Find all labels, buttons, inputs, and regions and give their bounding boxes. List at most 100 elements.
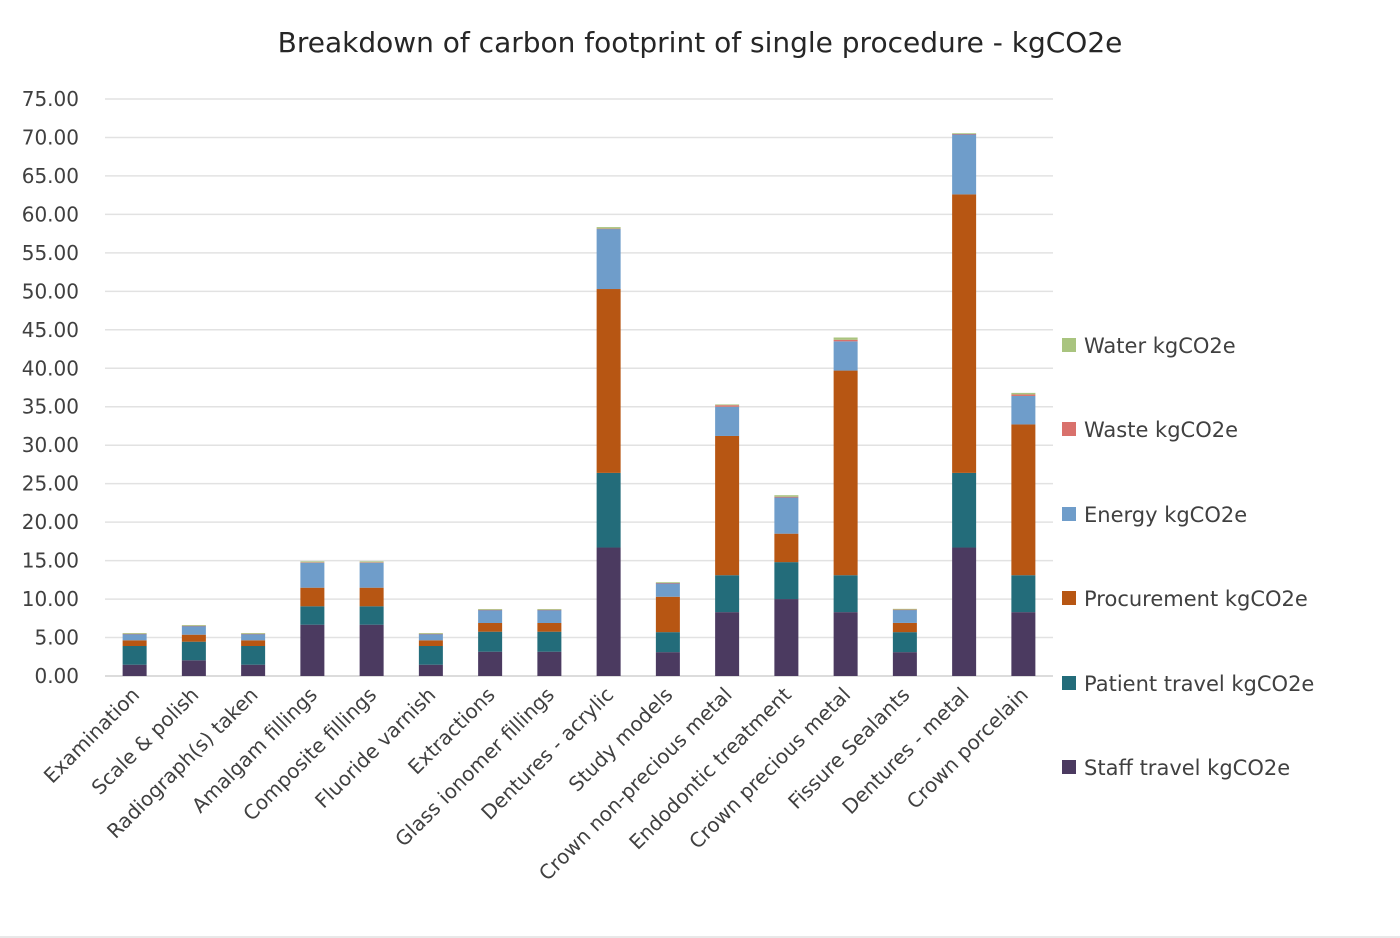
y-tick-label: 70.00 — [22, 125, 79, 149]
bar-segment — [418, 633, 443, 641]
bar-segment — [478, 651, 503, 676]
bar-segment — [655, 582, 680, 583]
legend-label: Staff travel kgCO2e — [1084, 756, 1290, 780]
legend-swatch — [1062, 422, 1076, 436]
legend-label: Water kgCO2e — [1084, 334, 1236, 358]
bar-segment — [241, 640, 266, 646]
bar-segment — [122, 645, 147, 665]
y-tick-label: 45.00 — [22, 318, 79, 342]
bar-segment — [952, 134, 977, 135]
bar-segment — [596, 472, 621, 548]
y-tick-label: 60.00 — [22, 202, 79, 226]
bar-segment — [359, 562, 384, 588]
bar-segment — [596, 227, 621, 229]
bar-segment — [655, 632, 680, 653]
bar-segment — [952, 472, 977, 548]
bar-segment — [892, 609, 917, 611]
bar-segment — [478, 631, 503, 652]
bar-segment — [952, 133, 977, 135]
bar-segment — [655, 583, 680, 597]
bar-segment — [715, 435, 740, 576]
bar-segment — [1011, 392, 1036, 395]
bar-segment — [833, 341, 858, 371]
bar-segment — [833, 370, 858, 576]
bar-segment — [181, 634, 206, 642]
bar-segment — [892, 608, 917, 610]
gridlines — [105, 98, 1053, 677]
bar-segment — [241, 664, 266, 676]
bar-segment — [1011, 395, 1036, 425]
legend-swatch — [1062, 591, 1076, 605]
bar-segment — [300, 624, 325, 676]
bar-segment — [300, 562, 325, 588]
bars — [122, 133, 1036, 676]
bottom-border — [0, 936, 1400, 938]
bar-segment — [833, 612, 858, 676]
bar-segment — [359, 624, 384, 676]
y-tick-label: 20.00 — [22, 510, 79, 534]
bar-segment — [892, 622, 917, 633]
bar-segment — [418, 640, 443, 646]
bar-segment — [537, 651, 562, 676]
bar-segment — [596, 229, 621, 290]
bar-segment — [655, 582, 680, 584]
y-tick-label: 25.00 — [22, 472, 79, 496]
bar-segment — [181, 624, 206, 626]
y-tick-label: 5.00 — [34, 626, 79, 650]
y-tick-label: 10.00 — [22, 587, 79, 611]
y-tick-label: 65.00 — [22, 164, 79, 188]
bar-segment — [122, 640, 147, 646]
y-tick-label: 55.00 — [22, 241, 79, 265]
bar-segment — [122, 632, 147, 634]
bar-segment — [715, 612, 740, 676]
bar-segment — [833, 575, 858, 613]
bar-segment — [774, 599, 799, 676]
bar-segment — [181, 625, 206, 635]
bar-segment — [892, 652, 917, 676]
bar-segment — [537, 622, 562, 632]
legend-swatch — [1062, 338, 1076, 352]
bar-segment — [715, 406, 740, 436]
bar-segment — [359, 561, 384, 563]
bar-segment — [715, 405, 740, 407]
bar-segment — [537, 609, 562, 611]
bar-segment — [300, 606, 325, 625]
bar-segment — [952, 547, 977, 676]
bar-segment — [537, 608, 562, 610]
y-axis: 0.00 5.00 10.00 15.00 20.00 25.00 30.00 35.00 40… — [22, 87, 79, 688]
bar-segment — [418, 664, 443, 676]
bar-segment — [122, 664, 147, 676]
bar-segment — [774, 496, 799, 498]
bar-segment — [596, 289, 621, 473]
x-tick-label: Study models — [564, 683, 678, 797]
chart-title: Breakdown of carbon footprint of single … — [278, 26, 1123, 59]
bar-segment — [359, 606, 384, 625]
bar-segment — [478, 608, 503, 610]
bar-segment — [478, 622, 503, 632]
bar-segment — [241, 633, 266, 641]
y-tick-label: 0.00 — [34, 664, 79, 688]
legend-swatch — [1062, 507, 1076, 521]
bar-segment — [655, 596, 680, 633]
bar-segment — [596, 228, 621, 230]
bar-segment — [774, 495, 799, 497]
bar-segment — [418, 645, 443, 665]
bar-segment — [122, 633, 147, 641]
y-tick-label: 15.00 — [22, 549, 79, 573]
bar-segment — [892, 609, 917, 623]
legend: Water kgCO2e Waste kgCO2e Energy kgCO2e Pro… — [1062, 334, 1314, 780]
bar-segment — [300, 587, 325, 607]
bar-segment — [596, 547, 621, 676]
bar-segment — [1011, 424, 1036, 576]
bar-segment — [181, 625, 206, 627]
bar-segment — [1011, 575, 1036, 613]
legend-label: Patient travel kgCO2e — [1084, 672, 1314, 696]
bar-segment — [655, 652, 680, 676]
bar-segment — [952, 134, 977, 195]
bar-segment — [833, 337, 858, 340]
bar-segment — [1011, 612, 1036, 676]
legend-swatch — [1062, 760, 1076, 774]
y-tick-label: 35.00 — [22, 395, 79, 419]
bar-segment — [241, 633, 266, 635]
y-tick-label: 30.00 — [22, 433, 79, 457]
